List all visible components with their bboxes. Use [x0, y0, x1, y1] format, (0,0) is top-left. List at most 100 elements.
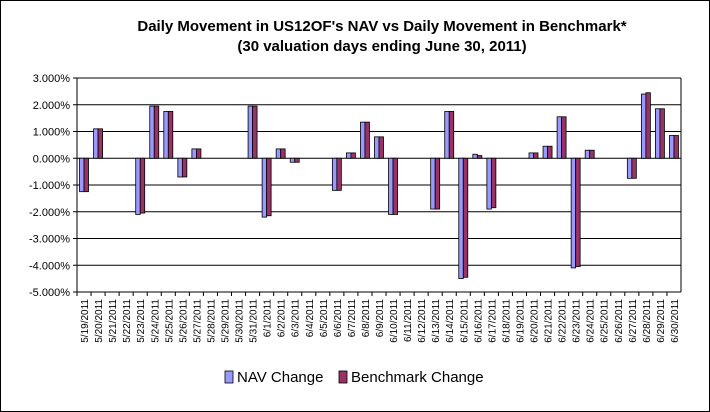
- bar-benchmark-change: [266, 157, 272, 217]
- bar-benchmark-change: [336, 157, 342, 191]
- bar-nav-change: [570, 157, 577, 269]
- bar-nav-change: [191, 148, 197, 159]
- y-tick-label: -3.000%: [29, 234, 70, 246]
- x-tick-label: 6/16/2011: [473, 299, 484, 343]
- bar-nav-change: [640, 93, 647, 159]
- bar-benchmark-change: [631, 157, 637, 179]
- y-tick-label: 3.000%: [33, 73, 71, 85]
- x-tick-label: 5/26/2011: [178, 299, 189, 343]
- bar-nav-change: [542, 145, 548, 159]
- x-tick-label: 5/30/2011: [235, 299, 246, 343]
- bar-nav-change: [584, 149, 591, 159]
- bar-nav-change: [275, 148, 282, 159]
- bar-nav-change: [79, 157, 85, 193]
- bar-benchmark-change: [280, 148, 286, 159]
- x-tick-label: 6/24/2011: [586, 299, 597, 343]
- bar-benchmark-change: [139, 157, 146, 214]
- x-tick-label: 6/21/2011: [544, 299, 555, 343]
- legend-label: Benchmark Change: [351, 369, 484, 386]
- x-tick-label: 6/28/2011: [642, 299, 653, 343]
- x-tick-label: 6/14/2011: [445, 299, 456, 343]
- bar-nav-change: [458, 157, 464, 280]
- bar-nav-change: [261, 157, 268, 218]
- x-tick-label: 6/11/2011: [403, 299, 414, 342]
- bar-benchmark-change: [448, 111, 455, 159]
- bar-benchmark-change: [673, 135, 679, 159]
- x-tick-label: 6/17/2011: [487, 299, 498, 343]
- x-tick-label: 6/13/2011: [431, 299, 442, 343]
- x-tick-label: 6/29/2011: [656, 299, 667, 343]
- bar-benchmark-change: [97, 128, 103, 159]
- y-tick-label: -5.000%: [29, 287, 70, 299]
- x-tick-label: 6/10/2011: [389, 299, 400, 343]
- y-tick-label: 0.000%: [33, 153, 71, 165]
- bar-nav-change: [486, 157, 492, 210]
- chart-subtitle: (30 valuation days ending June 30, 2011): [237, 38, 526, 55]
- bar-nav-change: [430, 157, 436, 210]
- x-tick-label: 5/28/2011: [206, 299, 217, 343]
- bar-benchmark-change: [645, 92, 651, 159]
- bar-benchmark-change: [476, 155, 483, 159]
- legend-swatch: [224, 370, 234, 384]
- bar-benchmark-change: [575, 157, 581, 267]
- x-tick-label: 5/24/2011: [150, 299, 161, 343]
- bar-benchmark-change: [434, 157, 441, 210]
- bar-benchmark-change: [561, 116, 567, 159]
- x-tick-label: 5/29/2011: [220, 299, 231, 343]
- bar-nav-change: [528, 152, 534, 159]
- bar-nav-change: [289, 157, 296, 163]
- x-tick-label: 6/20/2011: [530, 299, 541, 343]
- x-tick-label: 6/22/2011: [558, 299, 569, 343]
- bar-benchmark-change: [153, 105, 160, 159]
- bar-benchmark-change: [252, 105, 258, 159]
- bar-benchmark-change: [547, 145, 553, 159]
- bar-benchmark-change: [490, 157, 497, 209]
- bar-benchmark-change: [364, 121, 370, 159]
- x-axis-ticks: 5/19/2011 5/20/2011 5/21/2011 5/22/2011 5/23…: [76, 292, 681, 343]
- chart-title: Daily Movement in US12OF's NAV vs Daily …: [137, 18, 626, 35]
- x-tick-label: 5/21/2011: [108, 299, 119, 343]
- y-tick-label: 2.000%: [33, 100, 71, 112]
- bar-nav-change: [444, 111, 450, 159]
- x-tick-label: 6/27/2011: [628, 299, 639, 343]
- bar-benchmark-change: [378, 136, 384, 159]
- bar-benchmark-change: [462, 157, 469, 278]
- bars: [79, 92, 679, 280]
- x-tick-label: 6/23/2011: [572, 299, 583, 343]
- x-tick-label: 5/31/2011: [249, 299, 260, 343]
- x-tick-label: 6/25/2011: [600, 299, 611, 343]
- bar-benchmark-change: [392, 157, 398, 215]
- y-tick-label: -1.000%: [29, 180, 70, 192]
- bar-nav-change: [93, 128, 99, 159]
- bar-nav-change: [135, 157, 141, 215]
- legend: NAV Change Benchmark Change: [224, 369, 484, 386]
- y-tick-label: 1.000%: [33, 127, 71, 139]
- y-axis-ticks: 3.000% 2.000% 1.000% 0.000% -1.000% -2.000% -3…: [29, 73, 77, 299]
- bar-benchmark-change: [83, 157, 89, 193]
- y-tick-label: -4.000%: [29, 260, 70, 272]
- bar-nav-change: [626, 157, 633, 179]
- bar-nav-change: [177, 157, 183, 178]
- bar-nav-change: [247, 105, 253, 159]
- bar-benchmark-change: [294, 157, 300, 163]
- bar-benchmark-change: [167, 111, 174, 159]
- bar-nav-change: [374, 136, 380, 159]
- bar-nav-change: [655, 108, 661, 159]
- x-tick-label: 5/25/2011: [164, 299, 175, 343]
- legend-swatch: [338, 370, 348, 384]
- bar-benchmark-change: [659, 108, 665, 159]
- x-tick-label: 6/5/2011: [319, 299, 330, 338]
- x-tick-label: 6/18/2011: [501, 299, 512, 343]
- bar-nav-change: [149, 105, 155, 159]
- x-tick-label: 6/4/2011: [305, 299, 316, 338]
- bar-nav-change: [472, 153, 478, 159]
- bar-benchmark-change: [350, 152, 356, 159]
- x-tick-label: 5/27/2011: [192, 299, 203, 343]
- x-tick-label: 6/3/2011: [291, 299, 302, 338]
- x-tick-label: 6/9/2011: [375, 299, 386, 338]
- x-tick-label: 6/19/2011: [515, 299, 526, 343]
- bar-nav-change: [360, 121, 366, 159]
- x-tick-label: 6/8/2011: [361, 299, 372, 338]
- x-tick-label: 5/22/2011: [122, 299, 133, 343]
- x-tick-label: 6/2/2011: [277, 299, 288, 338]
